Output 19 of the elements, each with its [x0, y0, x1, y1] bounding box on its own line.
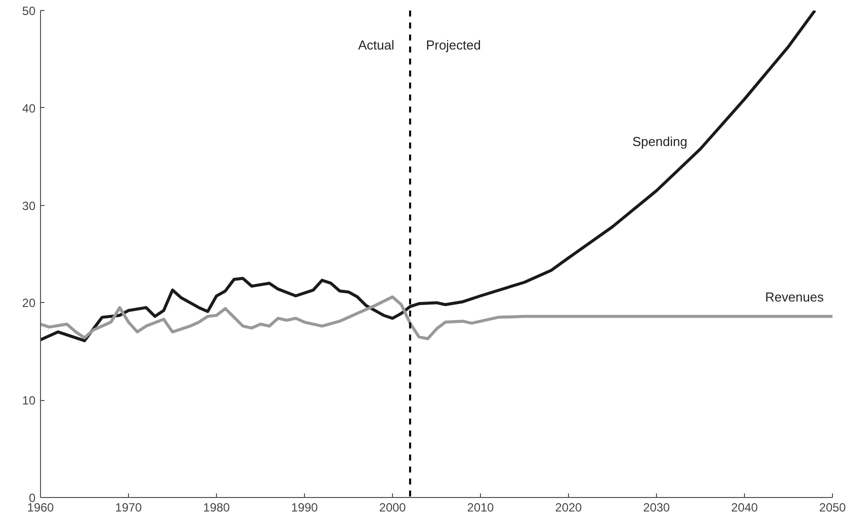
annotation: Actual	[358, 38, 394, 52]
x-tick-label: 2030	[643, 500, 670, 514]
x-tick-label: 1970	[115, 500, 142, 514]
series-label: Spending	[632, 134, 688, 149]
series-label: Revenues	[765, 290, 824, 305]
y-tick-label: 40	[22, 101, 36, 116]
x-tick-label: 1960	[27, 500, 54, 514]
y-tick-label: 20	[22, 296, 36, 310]
x-tick-label: 1980	[203, 500, 230, 514]
x-tick-label: 2040	[731, 500, 758, 514]
x-tick-label: 1990	[291, 500, 318, 514]
y-tick-label: 10	[22, 394, 36, 408]
x-tick-label: 2000	[379, 500, 406, 514]
annotation: Projected	[426, 38, 481, 52]
y-tick-label: 50	[22, 4, 36, 18]
x-tick-label: 2020	[555, 500, 582, 514]
x-tick-label: 2050	[819, 500, 846, 514]
x-tick-label: 2010	[467, 500, 494, 514]
y-tick-label: 30	[22, 198, 36, 213]
